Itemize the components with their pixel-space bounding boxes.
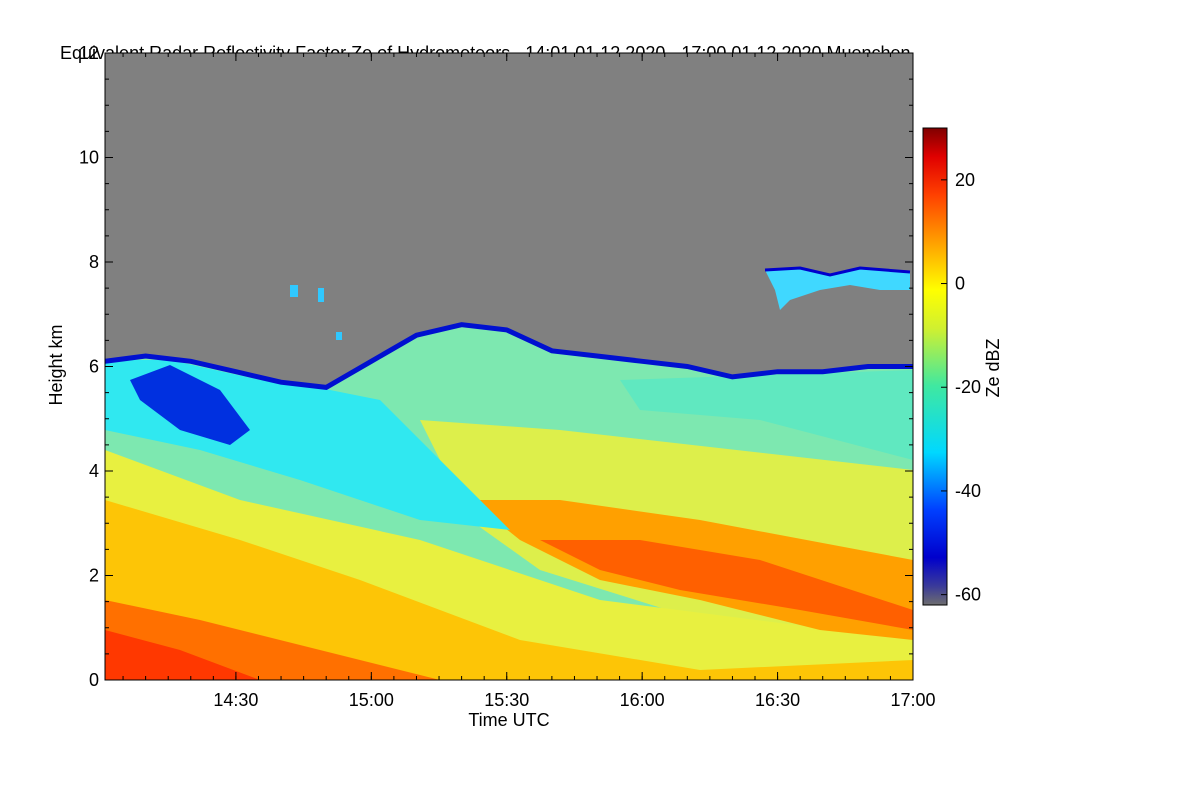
cloud-top-edge <box>105 322 913 390</box>
orange-lower <box>105 500 913 680</box>
x-tick-label: 15:00 <box>349 690 394 710</box>
small-echo <box>318 288 324 302</box>
colorbar-tick-label: -40 <box>955 481 981 501</box>
upper-cloud-edge <box>764 266 911 277</box>
colorbar-tick-label: 20 <box>955 170 975 190</box>
y-axis-label: Height km <box>46 324 66 405</box>
upper-cloud-patch <box>765 268 910 310</box>
cyan-upper-right <box>620 370 913 460</box>
colorbar-tick-label: -60 <box>955 585 981 605</box>
x-tick-label: 17:00 <box>890 690 935 710</box>
red-core <box>105 630 260 680</box>
y-tick-label: 6 <box>89 357 99 377</box>
small-echo <box>336 332 342 340</box>
x-tick-label: 16:00 <box>620 690 665 710</box>
y-tick-label: 2 <box>89 566 99 586</box>
colorbar-tick-label: 0 <box>955 274 965 294</box>
x-tick-label: 16:30 <box>755 690 800 710</box>
colorbar <box>922 127 948 606</box>
colorbar-label: Ze dBZ <box>983 338 1003 397</box>
x-tick-label: 14:30 <box>213 690 258 710</box>
y-tick-label: 8 <box>89 252 99 272</box>
colorbar-ticks: 20 0 -20 -40 -60 <box>941 170 981 605</box>
x-axis-label: Time UTC <box>468 710 549 730</box>
reflectivity-field <box>105 266 913 680</box>
small-echo <box>290 285 298 297</box>
y-tick-label: 10 <box>79 148 99 168</box>
red-band <box>540 540 913 630</box>
blue-patch <box>130 365 250 445</box>
y-tick-label: 4 <box>89 461 99 481</box>
y-axis: 0 2 4 6 8 10 12 <box>79 43 913 690</box>
x-tick-label: 15:30 <box>484 690 529 710</box>
y-tick-label: 0 <box>89 670 99 690</box>
y-tick-label: 12 <box>79 43 99 63</box>
x-axis: 14:30 15:00 15:30 16:00 16:30 17:00 <box>122 53 936 710</box>
colorbar-tick-label: -20 <box>955 377 981 397</box>
